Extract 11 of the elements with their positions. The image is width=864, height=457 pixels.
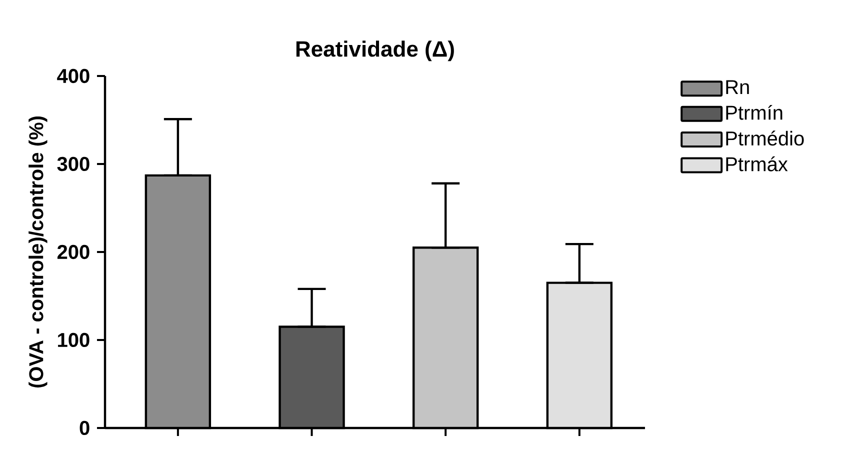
y-tick-label: 400 <box>57 68 90 84</box>
y-tick-label: 100 <box>58 332 90 348</box>
legend-label: Rn <box>726 80 749 94</box>
y-axis-title: (OVA - controle)/controle (%) <box>28 116 48 388</box>
legend-label: Ptrmédio <box>726 130 804 146</box>
legend-label: Ptrmáx <box>726 156 788 172</box>
y-tick-label: 0 <box>80 420 90 436</box>
chart-title: Reatividade (Δ) <box>296 40 454 62</box>
y-tick-label: 200 <box>57 244 90 260</box>
legend-label: Ptrmín <box>726 104 782 120</box>
y-tick-label: 300 <box>57 156 90 172</box>
